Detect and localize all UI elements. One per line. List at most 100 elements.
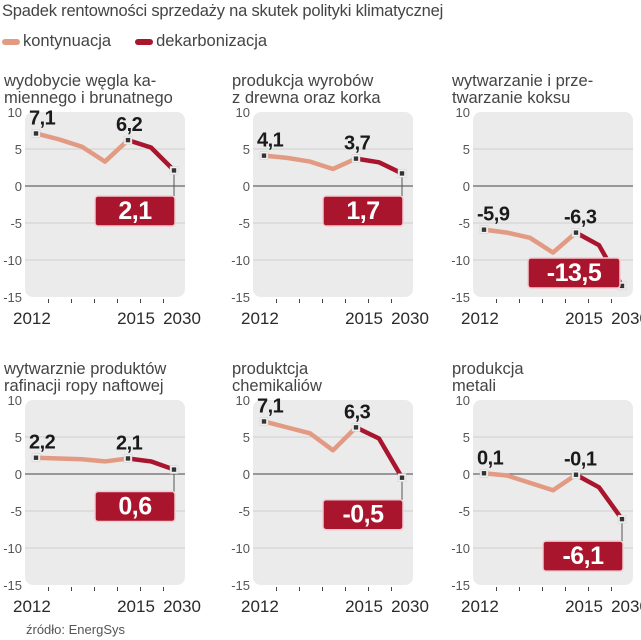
data-point-marker-core [399, 171, 405, 176]
legend: kontynuacja dekarbonizacja [2, 32, 291, 51]
data-point-marker-core [353, 156, 359, 161]
y-tick-label: -10 [3, 253, 22, 268]
panel-title: twarzanie koksu [452, 89, 570, 107]
y-tick-label: -10 [3, 541, 22, 556]
data-label: 2,1 [116, 432, 143, 454]
chart-panel-1: wydobycie węgla ka-miennego i brunatnego… [3, 72, 201, 328]
y-tick-label: -10 [451, 253, 470, 268]
y-tick-label: -5 [238, 216, 250, 231]
data-label: 6,3 [344, 401, 371, 423]
y-tick-label: -15 [3, 290, 22, 305]
x-tick-label: 2012 [461, 597, 499, 616]
series-line-dekarbonizacja [353, 156, 405, 176]
panel-title: metali [452, 377, 496, 395]
y-tick-label: -10 [231, 541, 250, 556]
panel-title: chemikaliów [232, 377, 322, 395]
x-tick-label: 2012 [13, 597, 51, 616]
x-tick-label: 2012 [241, 597, 279, 616]
x-tick-label: 2015 [345, 309, 383, 328]
data-label: 3,7 [344, 133, 371, 155]
data-label: -5,9 [477, 204, 510, 226]
y-tick-label: -15 [231, 290, 250, 305]
final-value-box [94, 195, 176, 227]
data-label: -0,1 [564, 449, 597, 471]
y-tick-label: 5 [463, 430, 470, 445]
series-line-kontynuacja [261, 419, 359, 453]
series-line-kontynuacja [261, 153, 359, 172]
y-tick-label: 5 [243, 430, 250, 445]
x-tick-label: 2012 [13, 309, 51, 328]
panel-title: wydobycie węgla ka- [3, 72, 156, 90]
series-line-kontynuacja [481, 471, 579, 493]
y-tick-label: 0 [243, 179, 250, 194]
data-point-marker-core [33, 131, 39, 136]
panel-title: wytwarznie produktów [3, 360, 166, 378]
data-point-marker-core [171, 467, 177, 472]
data-label: 2,2 [29, 432, 56, 454]
y-tick-label: 10 [8, 393, 22, 408]
legend-swatch-dekarbonizacja [135, 38, 154, 45]
y-tick-label: 10 [456, 105, 470, 120]
y-tick-label: -15 [451, 290, 470, 305]
x-tick-label: 2030 [391, 309, 429, 328]
legend-label: dekarbonizacja [156, 32, 268, 50]
y-tick-label: 0 [15, 179, 22, 194]
data-label: 4,1 [257, 130, 284, 152]
y-tick-label: 0 [463, 179, 470, 194]
y-tick-label: -15 [451, 578, 470, 593]
data-point-marker-core [125, 456, 131, 461]
final-value-box [527, 257, 621, 289]
chart-title: Spadek rentowności sprzedaży na skutek p… [2, 2, 444, 20]
x-tick-label: 2012 [461, 309, 499, 328]
x-tick-label: 2030 [611, 597, 641, 616]
final-value-label: -0,5 [342, 501, 384, 529]
data-label: 7,1 [257, 395, 284, 417]
final-value-box [322, 195, 404, 227]
legend-item-dekarbonizacja: dekarbonizacja [135, 32, 267, 51]
data-point-marker-core [619, 516, 625, 522]
series-line-kontynuacja [481, 227, 579, 255]
y-tick-label: 0 [243, 467, 250, 482]
panel-title: wytwarzanie i prze- [451, 72, 593, 90]
series-line-kontynuacja [33, 131, 131, 164]
legend-label: kontynuacja [23, 32, 112, 50]
y-tick-label: -5 [458, 504, 470, 519]
y-tick-label: -5 [10, 216, 22, 231]
source-note: źródło: EnergSys [26, 622, 125, 637]
data-point-marker-core [399, 475, 405, 480]
panel-title: produkcja [452, 360, 524, 378]
panel-title: rafinacji ropy naftowej [4, 377, 164, 395]
final-value-label: -6,1 [562, 542, 604, 570]
series-line-dekarbonizacja [353, 425, 405, 480]
final-value-label: 1,7 [346, 197, 379, 225]
series-line-dekarbonizacja [573, 472, 625, 522]
data-point-marker-core [33, 455, 39, 460]
data-label: -6,3 [564, 207, 597, 229]
y-tick-label: -5 [238, 504, 250, 519]
final-value-label: 0,6 [118, 493, 151, 521]
y-tick-label: -15 [3, 578, 22, 593]
data-point-marker-core [481, 227, 487, 232]
series-line-kontynuacja [33, 455, 131, 464]
x-tick-label: 2015 [117, 597, 155, 616]
series-line-dekarbonizacja [125, 137, 177, 173]
data-point-marker-core [125, 137, 131, 143]
series-line-dekarbonizacja [125, 456, 177, 472]
y-tick-label: 10 [236, 393, 250, 408]
data-label: 6,2 [116, 114, 143, 136]
x-tick-label: 2030 [611, 309, 641, 328]
y-tick-label: 5 [15, 430, 22, 445]
legend-item-kontynuacja: kontynuacja [2, 32, 111, 51]
panel-title: miennego i brunatnego [4, 89, 173, 107]
x-tick-label: 2015 [345, 597, 383, 616]
final-value-label: -13,5 [547, 259, 602, 287]
y-tick-label: 5 [243, 142, 250, 157]
y-tick-label: -10 [451, 541, 470, 556]
legend-swatch-kontynuacja [2, 38, 20, 45]
data-point-marker-core [261, 419, 267, 424]
y-tick-label: 10 [8, 105, 22, 120]
